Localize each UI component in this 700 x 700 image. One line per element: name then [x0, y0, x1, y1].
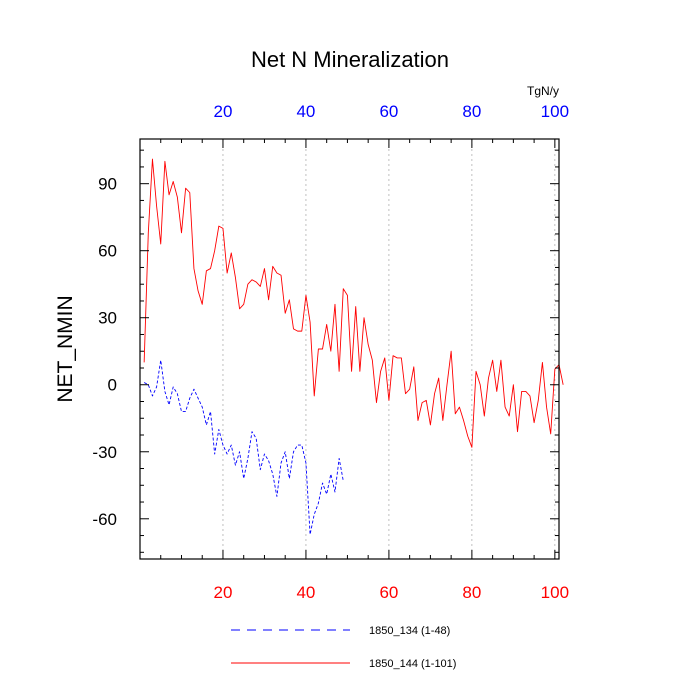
x-tick-label-bottom: 80 [462, 583, 481, 602]
x-tick-label-top: 20 [214, 102, 233, 121]
y-tick-label: 60 [98, 242, 117, 261]
y-axis-labels: 90 60 30 0 -30 -60 [92, 175, 117, 529]
legend: 1850_134 (1-48) 1850_144 (1-101) [231, 625, 456, 670]
series-line-blue [143, 359, 344, 535]
chart-title: Net N Mineralization [251, 47, 449, 72]
series-line-red [143, 158, 564, 448]
plot-frame [139, 138, 560, 560]
x-axis-bottom-labels: 20 40 60 80 100 [214, 583, 570, 602]
legend-label-red: 1850_144 (1-101) [369, 658, 456, 670]
x-tick-label-bottom: 60 [379, 583, 398, 602]
series-layer [143, 158, 564, 535]
axis-ticks [140, 139, 559, 559]
x-axis-top-labels: 20 40 60 80 100 [214, 102, 570, 121]
y-tick-label: 30 [98, 309, 117, 328]
x-tick-label-top: 100 [541, 102, 569, 121]
x-tick-label-bottom: 100 [541, 583, 569, 602]
x-tick-label-top: 60 [379, 102, 398, 121]
y-axis-label: NET_NMIN [54, 295, 77, 402]
x-tick-label-top: 80 [462, 102, 481, 121]
y-tick-label: -60 [92, 510, 117, 529]
units-label: TgN/y [527, 84, 559, 98]
x-tick-label-top: 40 [296, 102, 315, 121]
x-tick-label-bottom: 40 [296, 583, 315, 602]
x-tick-label-bottom: 20 [214, 583, 233, 602]
y-tick-label: 90 [98, 175, 117, 194]
y-tick-label: -30 [92, 443, 117, 462]
grid-lines [222, 139, 556, 559]
legend-label-blue: 1850_134 (1-48) [369, 625, 450, 637]
y-tick-label: 0 [108, 376, 117, 395]
